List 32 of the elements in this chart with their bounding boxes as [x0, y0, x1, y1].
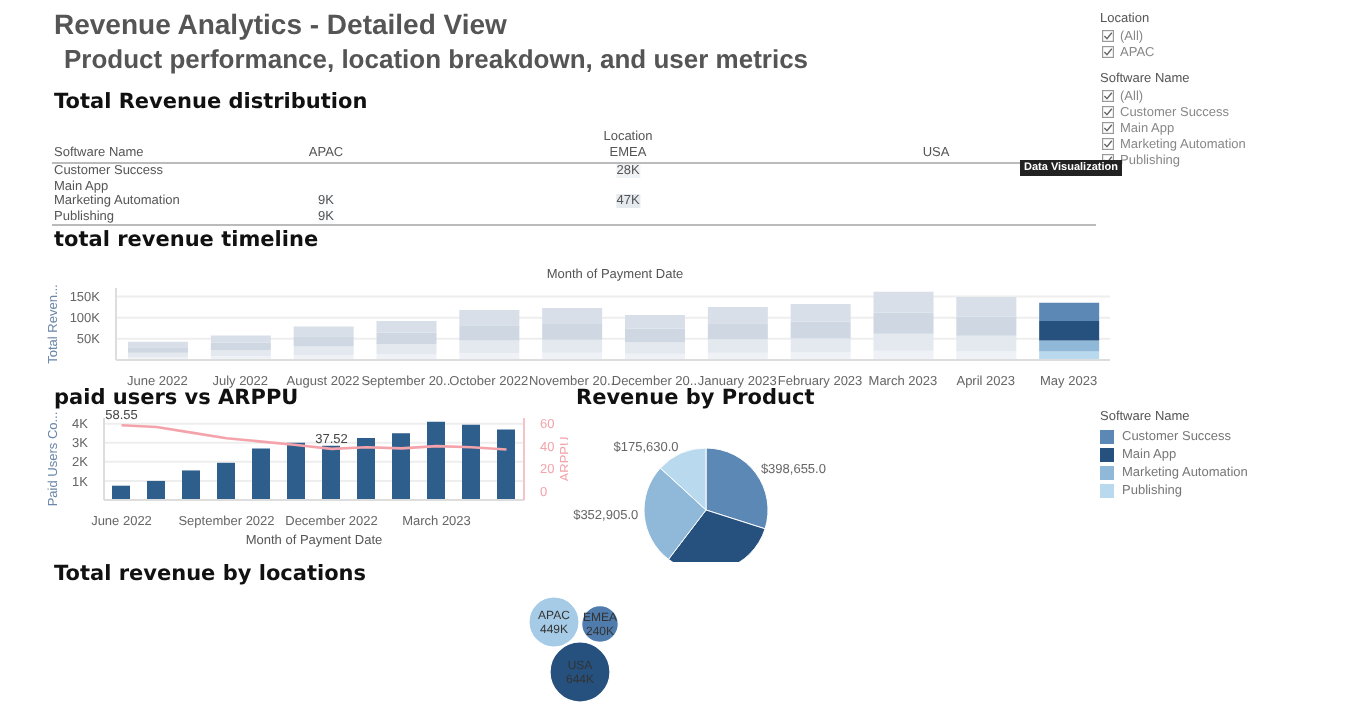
chart-title: total revenue timeline — [54, 228, 319, 252]
bar — [128, 352, 188, 358]
bar — [1039, 321, 1100, 341]
bar — [376, 344, 437, 355]
bar — [252, 448, 270, 500]
bar — [427, 421, 445, 500]
bar — [459, 340, 520, 354]
bar — [293, 346, 354, 355]
bar — [542, 339, 603, 353]
bar — [182, 470, 200, 500]
text: Total revenue by locations — [54, 562, 367, 586]
bar — [1039, 302, 1100, 322]
bar — [217, 462, 235, 500]
bar — [287, 442, 305, 500]
bar — [497, 429, 515, 500]
bar — [625, 342, 685, 354]
bar — [322, 445, 340, 500]
text: Revenue Analytics - Detailed View — [54, 8, 509, 40]
line-series — [120, 423, 508, 451]
text: Product performance, location breakdown, and user metrics — [64, 44, 809, 74]
bar — [210, 342, 271, 351]
bar — [392, 433, 410, 500]
bar — [147, 480, 165, 500]
bar — [210, 335, 271, 343]
bar — [112, 485, 130, 500]
bar — [357, 438, 375, 500]
chart-title: paid users vs ARPPU — [54, 386, 299, 410]
chart-title: Revenue by Product — [576, 386, 815, 410]
chart-title: Total Revenue distribution — [54, 90, 368, 114]
bar — [128, 341, 188, 348]
bar — [1039, 340, 1100, 352]
bar — [462, 424, 480, 500]
